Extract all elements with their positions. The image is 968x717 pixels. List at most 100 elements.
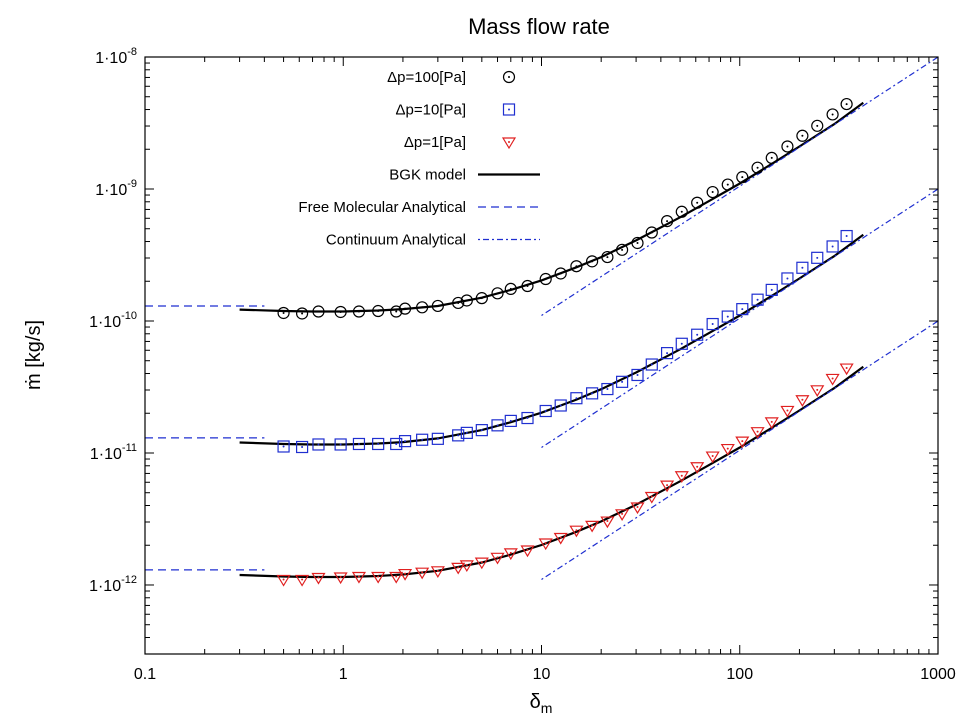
data-point xyxy=(751,293,764,306)
data-point xyxy=(736,171,749,184)
data-point xyxy=(352,437,366,451)
data-point xyxy=(660,347,674,360)
data-point xyxy=(645,226,658,239)
data-point xyxy=(570,392,583,405)
data-point xyxy=(586,387,599,400)
y-axis-title: ṁ [kg/s] xyxy=(23,320,45,390)
data-point xyxy=(691,196,704,209)
data-point xyxy=(615,243,629,256)
data-point xyxy=(503,548,518,561)
x-axis-title-main: δ xyxy=(530,691,541,713)
data-point xyxy=(781,140,794,153)
data-point xyxy=(660,215,674,228)
y-tick-label: 1·10-9 xyxy=(95,178,137,199)
y-tick-label: 1·10-10 xyxy=(89,310,137,331)
data-point xyxy=(840,229,853,243)
data-point xyxy=(371,571,386,584)
data-point xyxy=(390,437,403,451)
data-point xyxy=(735,436,750,449)
data-point xyxy=(780,405,795,418)
data-point xyxy=(312,305,325,318)
data-point xyxy=(459,560,474,573)
data-point xyxy=(452,429,465,442)
data-point xyxy=(334,305,347,319)
data-point xyxy=(398,302,412,315)
data-point xyxy=(826,240,839,253)
legend: Δp=100[Pa] Δp=10[Pa] Δp=1[Pa] BGK model Free… xyxy=(298,69,540,249)
data-point xyxy=(660,480,675,493)
data-point xyxy=(705,451,720,464)
bgk-model-line xyxy=(239,101,864,313)
data-point xyxy=(825,373,840,386)
data-point xyxy=(276,574,291,587)
data-point xyxy=(474,557,489,570)
data-point xyxy=(765,151,778,165)
data-point xyxy=(295,307,309,320)
data-point xyxy=(334,438,347,451)
data-point xyxy=(811,251,824,264)
legend-label: Δp=10[Pa] xyxy=(396,102,467,119)
data-point xyxy=(452,296,465,310)
data-point xyxy=(750,427,765,439)
data-point xyxy=(615,375,629,388)
x-tick-label: 1 xyxy=(339,666,348,683)
legend-label: Δp=1[Pa] xyxy=(404,134,466,151)
data-point xyxy=(630,502,645,515)
data-point xyxy=(491,419,504,432)
data-point xyxy=(277,440,290,453)
data-point xyxy=(312,438,325,451)
data-point xyxy=(811,119,824,132)
data-layer xyxy=(145,57,938,587)
data-point xyxy=(631,368,644,382)
legend-marker xyxy=(502,103,516,116)
legend-marker xyxy=(502,70,516,84)
data-point xyxy=(720,443,735,456)
continuum-analytical-line xyxy=(541,320,938,581)
legend-item: Δp=100[Pa] xyxy=(387,69,516,86)
data-point xyxy=(520,545,535,558)
chart-title: Mass flow rate xyxy=(468,14,610,39)
data-point xyxy=(430,566,445,578)
data-point xyxy=(415,567,430,580)
data-point xyxy=(389,571,404,584)
data-point xyxy=(781,272,794,285)
data-point xyxy=(460,426,473,439)
legend-marker xyxy=(501,137,517,150)
data-point xyxy=(569,525,584,538)
continuum-analytical-line xyxy=(541,57,938,317)
bgk-model-line xyxy=(239,365,864,579)
data-point xyxy=(600,516,615,529)
data-point xyxy=(372,437,385,451)
plot-frame xyxy=(144,56,939,655)
bgk-model-line xyxy=(239,233,864,446)
x-axis-title: δm xyxy=(530,691,553,716)
data-point xyxy=(451,562,466,575)
x-tick-label: 100 xyxy=(726,666,753,683)
data-point xyxy=(351,571,367,584)
data-point xyxy=(553,532,568,545)
legend-item: Δp=1[Pa] xyxy=(404,134,517,151)
data-point xyxy=(372,304,385,318)
y-tick-label: 1·10-8 xyxy=(95,46,137,67)
legend-item: Free Molecular Analytical xyxy=(298,199,540,216)
data-point xyxy=(491,287,504,300)
data-point xyxy=(826,108,839,121)
data-point xyxy=(398,435,412,448)
data-point xyxy=(645,358,658,371)
data-point xyxy=(691,328,704,341)
data-point xyxy=(521,279,534,293)
data-point xyxy=(586,255,599,268)
data-point xyxy=(521,411,534,425)
data-point xyxy=(721,310,734,323)
data-point xyxy=(504,282,517,296)
data-point xyxy=(736,303,749,316)
legend-label: Δp=100[Pa] xyxy=(387,69,466,86)
data-point xyxy=(795,395,810,407)
data-point xyxy=(295,440,309,454)
legend-item: Δp=10[Pa] xyxy=(396,102,516,119)
data-point xyxy=(839,363,854,376)
data-point xyxy=(674,471,689,483)
legend-label: Free Molecular Analytical xyxy=(298,199,466,216)
